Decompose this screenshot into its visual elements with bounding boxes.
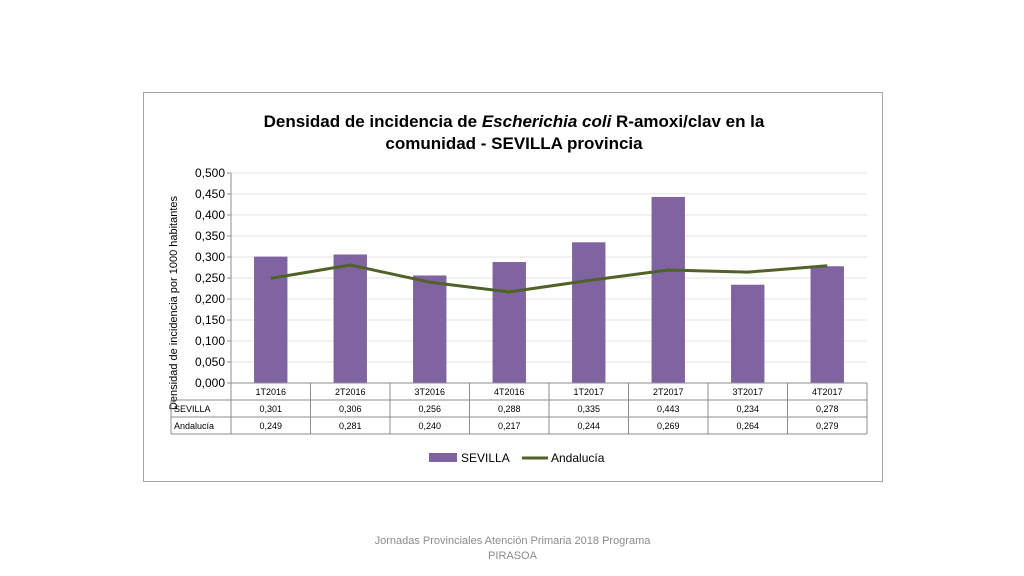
data-label: 0,306: [339, 404, 362, 414]
y-tick-label: 0,000: [195, 376, 225, 390]
data-label: 0,443: [657, 404, 680, 414]
line-series-andalucia: [270, 263, 828, 294]
chart: Densidad de incidencia de Escherichia co…: [168, 112, 868, 465]
y-tick-label: 0,100: [195, 334, 225, 348]
data-label: 0,281: [339, 421, 362, 431]
data-label: 0,335: [577, 404, 600, 414]
legend-swatch-sevilla: [429, 453, 457, 462]
y-tick-label: 0,400: [195, 208, 225, 222]
chart-title-part-1: Escherichia coli: [482, 112, 613, 131]
data-label: 0,301: [259, 404, 282, 414]
footer: Jornadas Provinciales Atención Primaria …: [340, 534, 685, 564]
chart-title-line-1: Densidad de incidencia de Escherichia co…: [264, 112, 765, 131]
chart-frame: Densidad de incidencia de Escherichia co…: [143, 92, 883, 482]
data-label: 0,278: [816, 404, 839, 414]
y-tick-label: 0,150: [195, 313, 225, 327]
y-tick-label: 0,300: [195, 250, 225, 264]
y-tick-label: 0,200: [195, 292, 225, 306]
data-label: 0,234: [736, 404, 759, 414]
bar-sevilla: [651, 196, 685, 383]
data-label: 0,256: [418, 404, 441, 414]
y-tick-label: 0,050: [195, 355, 225, 369]
data-label: 0,264: [736, 421, 759, 431]
y-tick-label: 0,350: [195, 229, 225, 243]
data-label: 0,240: [418, 421, 441, 431]
data-label: 0,217: [498, 421, 521, 431]
legend-label: Andalucía: [551, 451, 605, 465]
chart-title-line-2: comunidad - SEVILLA provincia: [385, 134, 643, 153]
footer-line-2: PIRASOA: [488, 550, 537, 562]
category-label: 4T2016: [494, 387, 525, 397]
chart-title-part-0: Densidad de incidencia de: [264, 112, 482, 131]
category-label: 1T2016: [255, 387, 286, 397]
category-label: 2T2016: [335, 387, 366, 397]
bar-sevilla: [731, 284, 765, 383]
table-row-header: Andalucía: [174, 421, 214, 431]
chart-title-part-2: R-amoxi/clav en la: [611, 112, 765, 131]
table-row-header: SEVILLA: [174, 404, 211, 414]
bar-sevilla: [492, 262, 526, 383]
category-label: 1T2017: [573, 387, 604, 397]
category-label: 2T2017: [653, 387, 684, 397]
y-axis-label: Densidad de incidencia por 1000 habitant…: [168, 195, 180, 410]
data-label: 0,288: [498, 404, 521, 414]
y-tick-label: 0,500: [195, 166, 225, 180]
legend-label: SEVILLA: [461, 451, 510, 465]
bar-sevilla: [572, 242, 606, 383]
y-tick-label: 0,450: [195, 187, 225, 201]
bar-sevilla: [413, 275, 447, 383]
data-label: 0,279: [816, 421, 839, 431]
bar-sevilla: [810, 266, 844, 383]
category-label: 3T2017: [732, 387, 763, 397]
category-label: 4T2017: [812, 387, 843, 397]
data-label: 0,244: [577, 421, 600, 431]
footer-line-1: Jornadas Provinciales Atención Primaria …: [374, 535, 651, 547]
y-tick-label: 0,250: [195, 271, 225, 285]
data-label: 0,269: [657, 421, 680, 431]
bar-sevilla: [333, 254, 367, 383]
data-label: 0,249: [259, 421, 282, 431]
category-label: 3T2016: [414, 387, 445, 397]
